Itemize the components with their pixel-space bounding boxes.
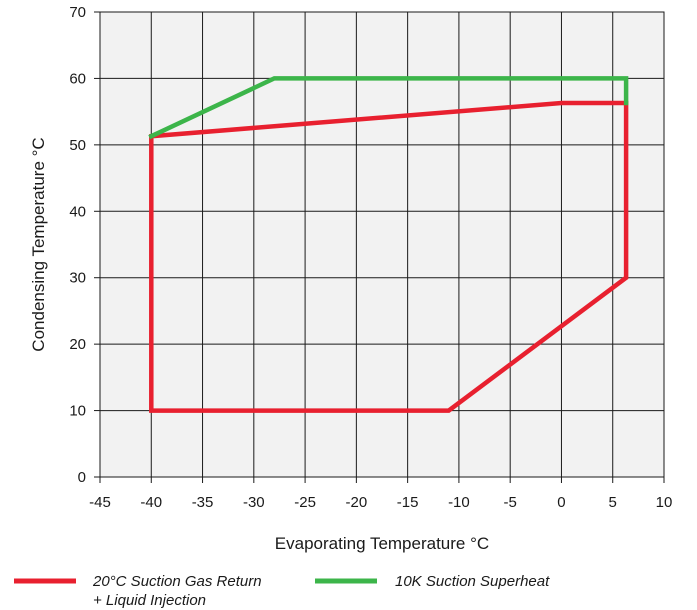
x-tick-label: 10 bbox=[656, 494, 673, 511]
y-tick-label: 20 bbox=[69, 336, 86, 353]
y-axis-label: Condensing Temperature °C bbox=[29, 137, 48, 351]
legend-label-1-line2: + Liquid Injection bbox=[93, 592, 206, 609]
legend: 20°C Suction Gas Return + Liquid Injectio… bbox=[14, 573, 550, 609]
plot-border bbox=[99, 11, 665, 478]
x-tick-label: -40 bbox=[140, 494, 162, 511]
y-tick-label: 50 bbox=[69, 137, 86, 154]
x-tick-label: -35 bbox=[192, 494, 214, 511]
series-line-2 bbox=[148, 76, 629, 140]
x-tick-label: -20 bbox=[346, 494, 368, 511]
x-tick-label: -45 bbox=[89, 494, 111, 511]
plot-area bbox=[100, 12, 664, 477]
x-tick-label: -30 bbox=[243, 494, 265, 511]
tick-labels: -45 -40 -35 -30 -25 -20 -15 -10 -5 0 5 10 0 10 20 30 40 5… bbox=[69, 4, 672, 511]
y-tick-label: 30 bbox=[69, 270, 86, 287]
x-tick-label: -10 bbox=[448, 494, 470, 511]
series-group bbox=[148, 76, 629, 413]
x-tick-label: -5 bbox=[504, 494, 517, 511]
x-axis-label: Evaporating Temperature °C bbox=[275, 534, 489, 553]
x-tick-label: -25 bbox=[294, 494, 316, 511]
legend-label-2: 10K Suction Superheat bbox=[395, 573, 550, 590]
x-tick-label: 5 bbox=[609, 494, 617, 511]
x-tick-label: 0 bbox=[557, 494, 565, 511]
plot-background bbox=[100, 12, 664, 477]
y-tick-label: 70 bbox=[69, 4, 86, 21]
legend-label-1: 20°C Suction Gas Return bbox=[92, 573, 262, 590]
y-tick-label: 0 bbox=[78, 469, 86, 486]
y-tick-label: 60 bbox=[69, 70, 86, 87]
y-tick-label: 10 bbox=[69, 403, 86, 420]
x-tick-label: -15 bbox=[397, 494, 419, 511]
y-tick-label: 40 bbox=[69, 203, 86, 220]
